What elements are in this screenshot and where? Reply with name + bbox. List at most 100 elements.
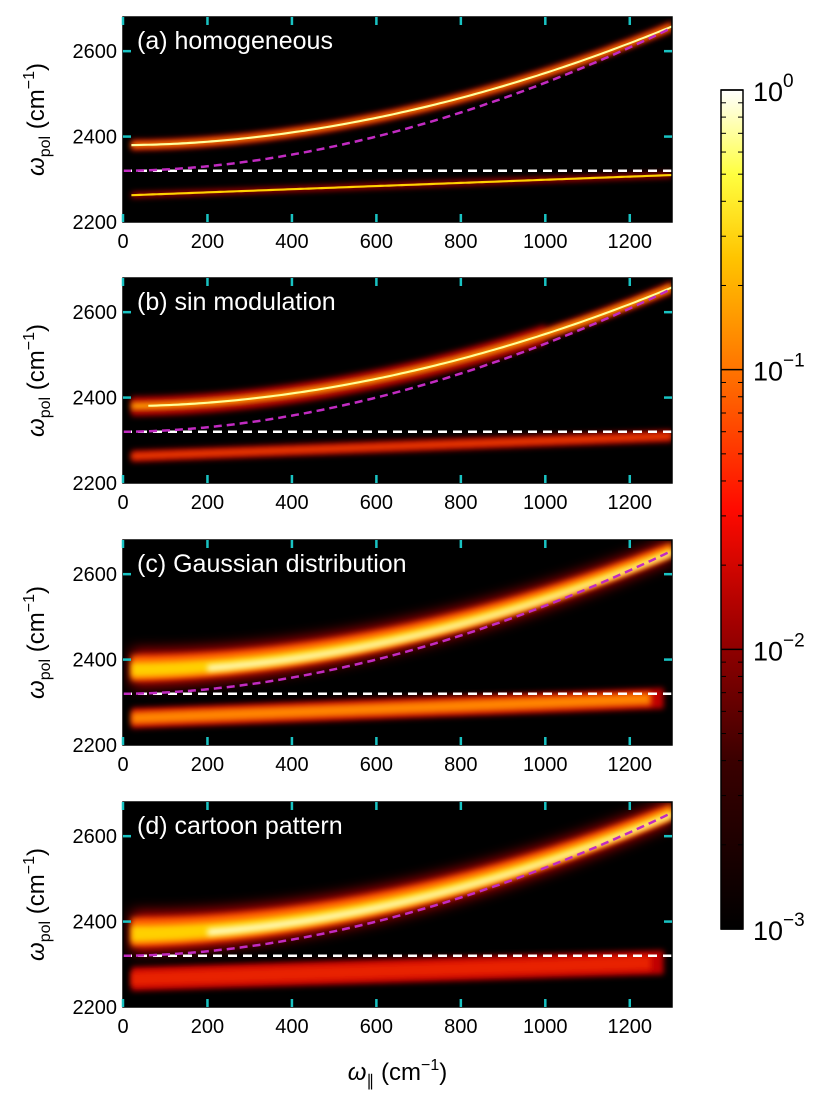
x-tick-label: 1000 [523, 231, 568, 253]
x-tick-label: 1200 [608, 231, 653, 253]
x-axis-unit: (cm [374, 1059, 421, 1086]
x-tick-label: 0 [117, 492, 128, 514]
panel-1: 0 200 400 600 800 1000 1200 2200 2400 2600 (a) hom… [21, 16, 673, 253]
panel-frame [122, 539, 673, 746]
y-axis-symbol: ω [23, 418, 50, 437]
lower-band [131, 174, 672, 197]
y-axis-unit-exponent: −1 [21, 594, 38, 612]
x-axis-close: ) [439, 1059, 447, 1086]
x-tick-label: 600 [360, 1016, 393, 1038]
upper-band-mid [131, 808, 672, 942]
y-axis-close: ) [23, 586, 50, 594]
panel-3: 0 200 400 600 800 1000 1200 2200 2400 2600 (c) Gau… [21, 539, 673, 776]
x-tick-label: 200 [191, 754, 224, 776]
x-tick-label: 600 [360, 492, 393, 514]
x-tick-label: 600 [360, 754, 393, 776]
x-axis-label: ω∥ (cm−1) [348, 1057, 448, 1090]
panel-4: 0 200 400 600 800 1000 1200 2200 2400 2600 (d) car… [21, 801, 673, 1038]
panel-title: (d) cartoon pattern [137, 812, 343, 840]
y-axis-subscript: pol [37, 659, 54, 680]
x-tick-label: 200 [191, 231, 224, 253]
y-axis-label: ωpol (cm−1) [21, 324, 54, 437]
x-axis-unit-exponent: −1 [421, 1057, 439, 1074]
y-axis-unit: (cm [23, 89, 50, 136]
panel-title: (c) Gaussian distribution [137, 550, 407, 578]
y-tick-label: 2200 [73, 212, 118, 234]
x-tick-label: 1000 [523, 492, 568, 514]
panel-frame [122, 277, 673, 484]
cavity-dispersion-line [123, 287, 672, 434]
x-tick-label: 800 [444, 231, 477, 253]
y-axis-subscript: pol [37, 136, 54, 157]
upper-band [131, 803, 672, 947]
x-tick-label: 1200 [608, 1016, 653, 1038]
colorbar-gradient [721, 90, 743, 929]
cavity-dispersion-line [123, 26, 672, 173]
panel-2: 0 200 400 600 800 1000 1200 2200 2400 2600 (b) sin… [21, 277, 673, 514]
x-axis-subscript: ∥ [366, 1073, 374, 1090]
colorbar: 100 10−1 10−2 10−3 [720, 71, 805, 946]
y-tick-label: 2400 [73, 912, 118, 934]
x-tick-label: 400 [275, 231, 308, 253]
y-tick-label: 2600 [73, 564, 118, 586]
panel-title: (b) sin modulation [137, 288, 336, 316]
lower-band [131, 692, 651, 725]
y-axis-label: ωpol (cm−1) [21, 586, 54, 699]
y-axis-symbol: ω [23, 942, 50, 961]
y-axis-subscript: pol [37, 921, 54, 942]
y-tick-label: 2200 [73, 735, 118, 757]
x-tick-label: 1200 [608, 492, 653, 514]
y-axis-label: ωpol (cm−1) [21, 848, 54, 961]
upper-band-mid [131, 547, 672, 677]
y-axis-unit-exponent: −1 [21, 71, 38, 89]
colorbar-tick-label: 10−3 [753, 910, 805, 946]
x-tick-label: 400 [275, 492, 308, 514]
x-tick-label: 800 [444, 754, 477, 776]
x-tick-label: 200 [191, 492, 224, 514]
x-tick-label: 800 [444, 1016, 477, 1038]
x-tick-label: 1000 [523, 1016, 568, 1038]
y-tick-label: 2200 [73, 473, 118, 495]
y-axis-close: ) [23, 324, 50, 332]
colorbar-tick-label: 100 [753, 71, 794, 107]
panel-frame [122, 801, 673, 1008]
y-axis-symbol: ω [23, 157, 50, 176]
x-tick-label: 600 [360, 231, 393, 253]
y-axis-label: ωpol (cm−1) [21, 63, 54, 176]
y-tick-label: 2600 [73, 826, 118, 848]
x-tick-label: 200 [191, 1016, 224, 1038]
y-axis-unit: (cm [23, 612, 50, 659]
y-axis-unit-exponent: −1 [21, 332, 38, 350]
y-axis-close: ) [23, 848, 50, 856]
cavity-dispersion-line [123, 811, 672, 958]
x-tick-label: 1000 [523, 754, 568, 776]
y-tick-label: 2600 [73, 302, 118, 324]
cavity-dispersion-line [123, 549, 672, 696]
x-tick-label: 400 [275, 1016, 308, 1038]
upper-band-side [131, 324, 546, 404]
lower-band [131, 955, 651, 987]
y-tick-label: 2400 [73, 127, 118, 149]
y-tick-label: 2600 [73, 41, 118, 63]
y-tick-label: 2400 [73, 650, 118, 672]
panel-title: (a) homogeneous [137, 27, 333, 55]
y-axis-close: ) [23, 63, 50, 71]
y-axis-symbol: ω [23, 680, 50, 699]
y-tick-label: 2400 [73, 388, 118, 410]
lower-band [131, 433, 672, 459]
y-axis-unit-exponent: −1 [21, 856, 38, 874]
colorbar-tick-label: 10−2 [753, 630, 805, 666]
y-axis-subscript: pol [37, 397, 54, 418]
upper-band-glow [131, 281, 672, 413]
panel-frame [122, 16, 673, 223]
y-axis-unit: (cm [23, 874, 50, 921]
x-tick-label: 0 [117, 754, 128, 776]
colorbar-tick-label: 10−1 [753, 351, 805, 387]
y-tick-label: 2200 [73, 997, 118, 1019]
x-tick-label: 1200 [608, 754, 653, 776]
y-axis-unit: (cm [23, 350, 50, 397]
x-axis-symbol: ω [348, 1059, 367, 1086]
heatmap-background [123, 17, 672, 222]
x-tick-label: 400 [275, 754, 308, 776]
